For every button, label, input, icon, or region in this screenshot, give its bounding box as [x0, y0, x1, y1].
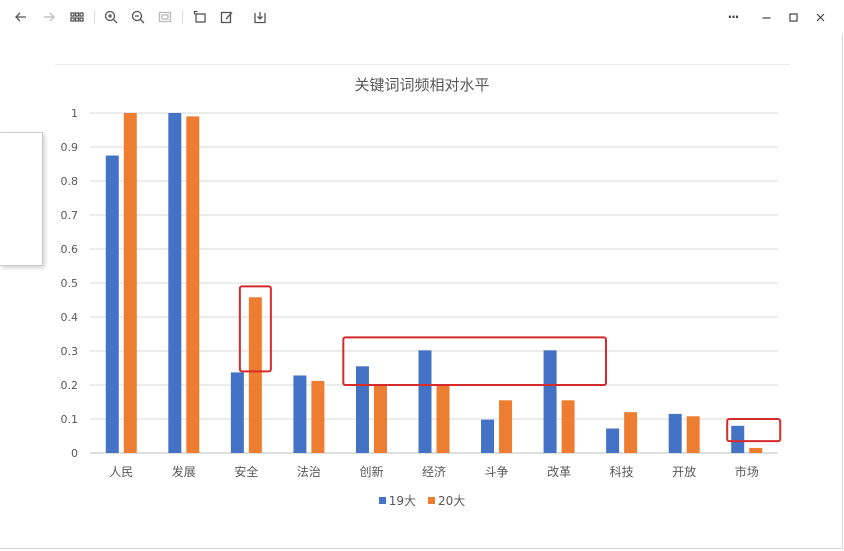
- y-tick-label: 0: [71, 447, 78, 460]
- grid-icon[interactable]: [66, 6, 88, 28]
- legend-item-20: 20大: [428, 492, 465, 509]
- legend-item-19: 19大: [378, 492, 416, 509]
- y-tick-label: 0.3: [61, 345, 79, 358]
- x-tick-label: 市场: [735, 464, 759, 479]
- forward-arrow-icon[interactable]: [38, 6, 60, 28]
- bar-19: [543, 350, 557, 453]
- more-icon: ···: [727, 10, 740, 24]
- chart-title: 关键词词频相对水平: [354, 76, 490, 94]
- back-arrow-icon[interactable]: [10, 6, 32, 28]
- x-tick-label: 斗争: [485, 465, 509, 479]
- bar-19: [668, 413, 682, 453]
- highlight-box: [238, 285, 272, 373]
- x-tick-label: 科技: [610, 465, 634, 479]
- x-tick-label: 创新: [359, 464, 383, 479]
- y-tick-label: 0.1: [61, 413, 79, 426]
- minimize-icon: [762, 16, 770, 19]
- highlight-box: [726, 418, 782, 443]
- bar-20: [561, 400, 575, 453]
- x-tick-label: 改革: [547, 465, 571, 479]
- chart-frame-line: [55, 64, 790, 65]
- legend-swatch-20: [428, 497, 435, 504]
- y-tick-label: 1: [71, 107, 78, 120]
- image-frame: [0, 34, 843, 549]
- viewer-toolbar: ···: [0, 0, 844, 34]
- y-tick-label: 0.6: [61, 243, 79, 256]
- bar-20: [186, 116, 200, 454]
- x-tick-label: 人民: [109, 465, 133, 479]
- x-tick-label: 开放: [672, 464, 696, 479]
- y-tick-label: 0.7: [61, 209, 79, 222]
- y-tick-label: 0.4: [61, 311, 79, 324]
- bar-20: [373, 385, 387, 453]
- legend-label-19: 19大: [388, 494, 416, 508]
- y-tick-label: 0.5: [61, 277, 79, 290]
- bar-19: [731, 425, 745, 453]
- bar-19: [418, 350, 432, 453]
- bar-20: [624, 412, 638, 453]
- bar-20: [686, 416, 700, 453]
- minimize-button[interactable]: [754, 6, 778, 28]
- bar-19: [168, 113, 182, 453]
- zoom-in-icon[interactable]: [100, 6, 122, 28]
- side-panel: [0, 132, 43, 266]
- fit-icon[interactable]: [154, 6, 176, 28]
- bar-20: [123, 113, 137, 453]
- y-tick-label: 0.9: [61, 141, 79, 154]
- bar-19: [606, 428, 620, 453]
- bar-20: [248, 297, 262, 453]
- legend-swatch-19: [378, 497, 386, 504]
- toolbar-divider: [182, 10, 183, 24]
- x-tick-label: 法治: [297, 465, 321, 479]
- x-tick-label: 经济: [422, 464, 446, 479]
- bar-19: [355, 366, 369, 453]
- close-icon: [816, 13, 824, 21]
- close-button[interactable]: [808, 6, 832, 28]
- bar-20: [436, 385, 450, 453]
- more-options-button[interactable]: ···: [721, 6, 745, 28]
- chart-legend: 19大 20大: [0, 492, 844, 509]
- bar-20: [499, 400, 513, 453]
- edit-icon[interactable]: [216, 6, 238, 28]
- bar-20: [749, 447, 763, 453]
- maximize-icon: [788, 12, 798, 22]
- y-tick-label: 0.8: [61, 175, 79, 188]
- bar-19: [293, 375, 307, 453]
- zoom-out-icon[interactable]: [127, 6, 149, 28]
- highlight-box: [342, 336, 607, 386]
- legend-label-20: 20大: [438, 494, 466, 508]
- toolbar-divider: [94, 10, 95, 24]
- bar-19: [230, 372, 244, 453]
- download-icon[interactable]: [249, 6, 271, 28]
- bar-19: [481, 419, 495, 453]
- x-tick-label: 发展: [172, 464, 196, 479]
- bar-20: [311, 380, 325, 453]
- rotate-icon[interactable]: [189, 6, 211, 28]
- y-tick-label: 0.2: [61, 379, 79, 392]
- x-tick-label: 安全: [234, 464, 258, 479]
- bar-19: [105, 155, 119, 453]
- maximize-button[interactable]: [781, 6, 805, 28]
